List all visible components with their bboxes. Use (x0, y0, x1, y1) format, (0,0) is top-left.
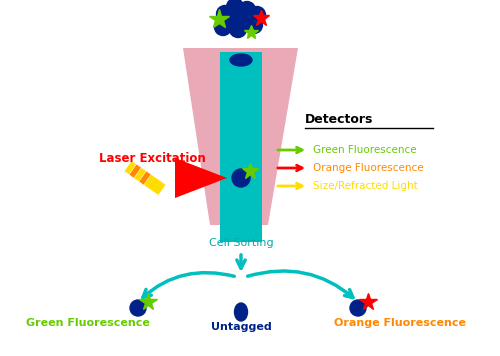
Ellipse shape (230, 54, 252, 66)
Polygon shape (175, 158, 227, 198)
Polygon shape (129, 164, 151, 185)
Circle shape (226, 0, 244, 16)
Circle shape (216, 5, 234, 22)
Text: Laser Excitation: Laser Excitation (98, 152, 206, 164)
Circle shape (232, 169, 250, 187)
Circle shape (230, 21, 246, 37)
Circle shape (222, 12, 240, 30)
Polygon shape (144, 174, 166, 195)
Text: Cell Sorting: Cell Sorting (208, 238, 274, 248)
Text: Size/Refracted Light: Size/Refracted Light (313, 181, 418, 191)
Text: Green Fluorescence: Green Fluorescence (313, 145, 416, 155)
FancyArrowPatch shape (248, 271, 353, 298)
Text: Orange Fluorescence: Orange Fluorescence (313, 163, 424, 173)
Circle shape (246, 16, 262, 33)
Text: Untagged: Untagged (210, 322, 272, 332)
Bar (220, 52, 262, 242)
Polygon shape (124, 161, 146, 182)
Text: Detectors: Detectors (305, 113, 374, 126)
Circle shape (248, 6, 266, 23)
Circle shape (238, 1, 256, 19)
Text: Orange Fluorescence: Orange Fluorescence (334, 318, 466, 328)
Polygon shape (183, 48, 298, 225)
Polygon shape (139, 171, 161, 192)
Ellipse shape (234, 303, 248, 321)
Circle shape (130, 300, 146, 316)
Text: Green Fluorescence: Green Fluorescence (26, 318, 150, 328)
Circle shape (214, 19, 232, 36)
Circle shape (236, 10, 254, 27)
Circle shape (350, 300, 366, 316)
Polygon shape (134, 168, 156, 188)
FancyArrowPatch shape (143, 273, 234, 298)
